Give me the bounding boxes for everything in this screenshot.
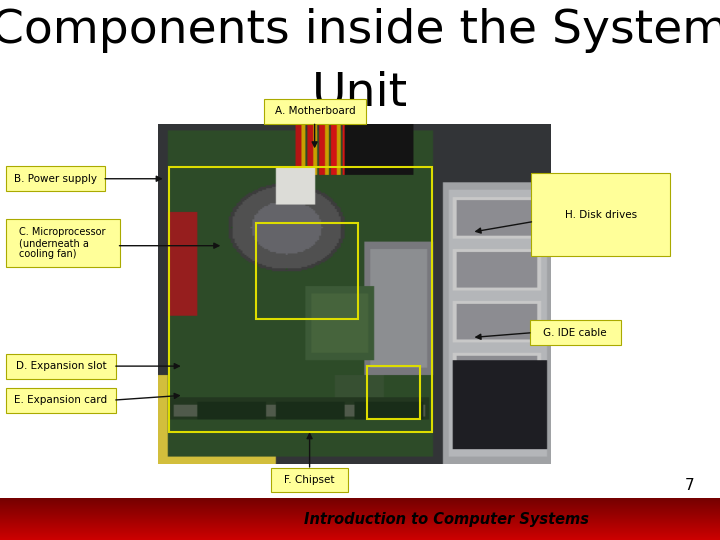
Text: E. Expansion card: E. Expansion card: [14, 395, 107, 405]
FancyBboxPatch shape: [6, 354, 116, 379]
FancyBboxPatch shape: [264, 99, 366, 124]
Text: H. Disk drives: H. Disk drives: [564, 210, 637, 220]
Bar: [0, 502, 720, 503]
Text: Components inside the System: Components inside the System: [0, 8, 720, 53]
Bar: [0, 500, 720, 501]
Bar: [0, 531, 720, 532]
Bar: [0, 535, 720, 536]
Bar: [0, 526, 720, 528]
FancyBboxPatch shape: [6, 388, 116, 413]
Text: F. Chipset: F. Chipset: [284, 475, 335, 485]
Bar: [0, 501, 720, 502]
Bar: [0, 503, 720, 504]
Bar: [0, 518, 720, 519]
Text: G. IDE cable: G. IDE cable: [544, 328, 607, 338]
Bar: [0, 507, 720, 508]
Text: C. Microprocessor
(underneath a
cooling fan): C. Microprocessor (underneath a cooling …: [19, 227, 106, 259]
Bar: [0, 514, 720, 515]
Bar: [0, 512, 720, 514]
Bar: [256, 224, 358, 319]
Bar: [0, 529, 720, 530]
Text: B. Power supply: B. Power supply: [14, 174, 97, 184]
Text: D. Expansion slot: D. Expansion slot: [16, 361, 106, 371]
Bar: [0, 521, 720, 522]
Bar: [0, 532, 720, 534]
Text: Introduction to Computer Systems: Introduction to Computer Systems: [304, 512, 589, 527]
Bar: [0, 516, 720, 517]
Bar: [0, 537, 720, 538]
Bar: [0, 498, 720, 499]
FancyBboxPatch shape: [271, 468, 348, 492]
FancyBboxPatch shape: [6, 219, 120, 267]
Text: A. Motherboard: A. Motherboard: [275, 106, 355, 116]
FancyBboxPatch shape: [530, 320, 621, 345]
Bar: [0, 499, 720, 500]
Bar: [0, 528, 720, 529]
Bar: [0, 539, 720, 540]
Bar: [0, 536, 720, 537]
Bar: [0, 520, 720, 521]
Bar: [0, 509, 720, 510]
Bar: [0, 523, 720, 524]
FancyBboxPatch shape: [6, 166, 105, 191]
Bar: [0, 505, 720, 507]
Bar: [0, 522, 720, 523]
Bar: [0, 515, 720, 516]
Bar: [0, 534, 720, 535]
Bar: [0, 519, 720, 520]
Bar: [0, 530, 720, 531]
Bar: [0, 525, 720, 526]
Bar: [0, 510, 720, 511]
Bar: [0, 538, 720, 539]
Bar: [0, 524, 720, 525]
Bar: [169, 167, 432, 432]
Bar: [367, 366, 420, 418]
Bar: [0, 504, 720, 505]
Bar: [0, 508, 720, 509]
Bar: [0, 517, 720, 518]
FancyBboxPatch shape: [531, 173, 670, 256]
Bar: [0, 511, 720, 512]
Text: Unit: Unit: [312, 70, 408, 115]
Text: 7: 7: [685, 478, 695, 494]
